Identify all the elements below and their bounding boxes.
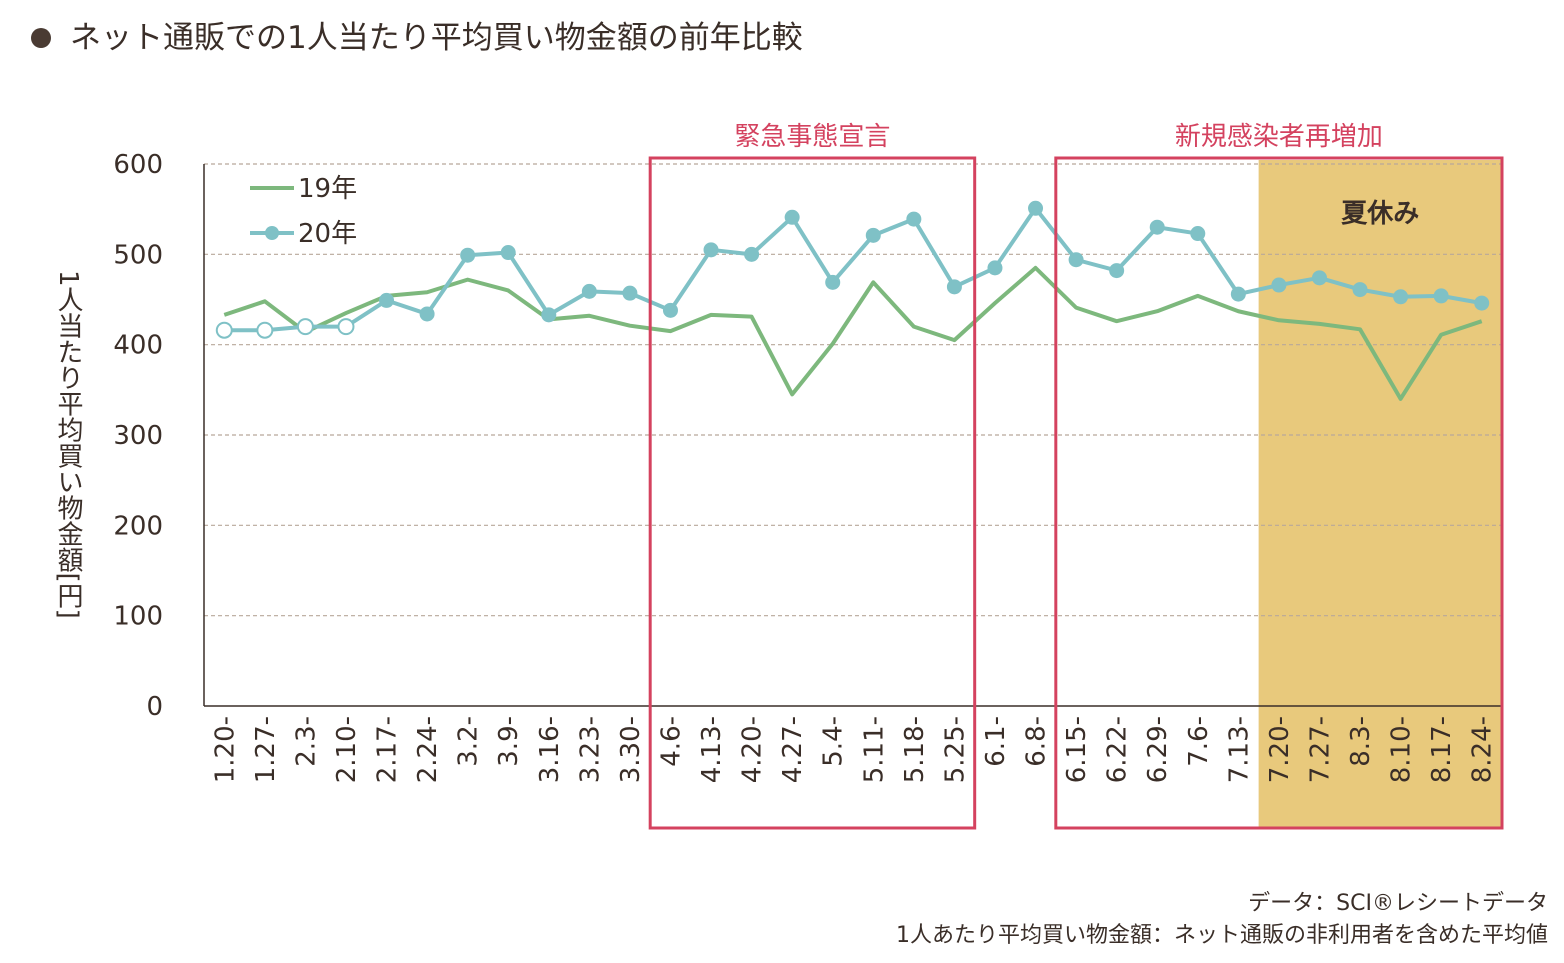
x-tick-label: 6.15- [1062,716,1092,783]
y-axis-label: 1人当たり平均買い物金額[円] [53,270,83,619]
x-tick-label: 2.10- [332,716,362,783]
x-tick-label: 7.6- [1184,716,1214,767]
x-tick-label: 6.8- [1022,716,1052,767]
series-line-0 [223,265,1483,401]
data-point [419,306,435,322]
data-point [541,307,557,323]
data-point [744,246,760,262]
data-point [1393,289,1409,305]
y-tick-label: 300 [113,421,163,451]
data-point [1311,270,1327,286]
y-tick-label: 600 [113,150,163,180]
data-point [215,321,233,339]
infection-resurgence-box [1054,156,1504,830]
x-tick-label: 4.20- [738,716,768,783]
y-tick-label: 400 [113,331,163,361]
x-tick-label: 5.4- [819,716,849,767]
x-tick-label: 2.3- [291,716,321,767]
x-tick-label: 4.27- [778,716,808,783]
data-point [662,302,678,318]
x-tick-label: 6.1- [981,716,1011,767]
data-point [1149,219,1165,235]
x-tick-label: 3.9- [494,716,524,767]
data-point [256,321,274,339]
x-tick-label: 2.17- [373,716,403,783]
y-tick-label: 500 [113,240,163,270]
x-tick-label: 3.23- [575,716,605,783]
x-tick-label: 4.6- [656,716,686,767]
legend-marker-20 [265,226,279,240]
title-bullet-icon [31,28,51,48]
x-tick-label: 6.22- [1103,716,1133,783]
x-tick-label: 7.13- [1224,716,1254,783]
summer-vacation-band [1258,160,1502,828]
data-point [1352,282,1368,298]
data-point [946,279,962,295]
x-tick-label: 8.17- [1427,716,1457,783]
summer-vacation-label: 夏休み [1341,199,1419,229]
data-point [1190,226,1206,242]
data-point [500,245,516,261]
data-point [296,318,314,336]
x-tick-label: 3.16- [535,716,565,783]
data-point [460,247,476,263]
x-tick-label: 4.13- [697,716,727,783]
x-tick-label: 7.20- [1265,716,1295,783]
infection-resurgence-label: 新規感染者再増加 [1175,122,1383,152]
data-point [784,209,800,225]
x-tick-label: 7.27- [1305,716,1335,783]
data-point [1474,295,1490,311]
data-point [906,211,922,227]
legend-label-19: 19年 [298,174,357,204]
source-note: データ：SCI®レシートデータ [1248,891,1548,916]
x-tick-label: 6.29- [1143,716,1173,783]
data-point [865,227,881,243]
data-point [1028,200,1044,216]
x-tick-label: 1.27- [251,716,281,783]
y-tick-label: 100 [113,602,163,632]
data-point [622,285,638,301]
emergency-declaration-label: 緊急事態宣言 [734,122,890,152]
y-tick-label: 0 [146,692,163,722]
definition-note: 1人あたり平均買い物金額：ネット通販の非利用者を含めた平均値 [896,923,1548,948]
x-tick-label: 3.2- [454,716,484,767]
x-tick-label: 2.24- [413,716,443,783]
data-point [1271,277,1287,293]
data-point [987,260,1003,276]
legend: 19年 20年 [250,174,357,249]
x-tick-label: 5.18- [900,716,930,783]
x-tick-label: 5.11- [859,716,889,783]
x-tick-label: 5.25- [940,716,970,783]
emergency-declaration-box [648,156,977,830]
y-tick-label: 200 [113,511,163,541]
legend-label-20: 20年 [298,219,357,249]
data-point [1109,263,1125,279]
x-tick-label: 1.20- [210,716,240,783]
x-tick-label: 8.24- [1468,716,1498,783]
chart-title: ネット通販での1人当たり平均買い物金額の前年比較 [70,20,803,56]
data-point [337,318,355,336]
data-point [581,283,597,299]
data-point [825,274,841,290]
data-point [1230,286,1246,302]
data-point [1068,252,1084,268]
data-point [1433,288,1449,304]
x-tick-label: 8.3- [1346,716,1376,767]
data-point [379,292,395,308]
x-tick-label: 3.30- [616,716,646,783]
data-point [703,242,719,258]
x-tick-label: 8.10- [1387,716,1417,783]
